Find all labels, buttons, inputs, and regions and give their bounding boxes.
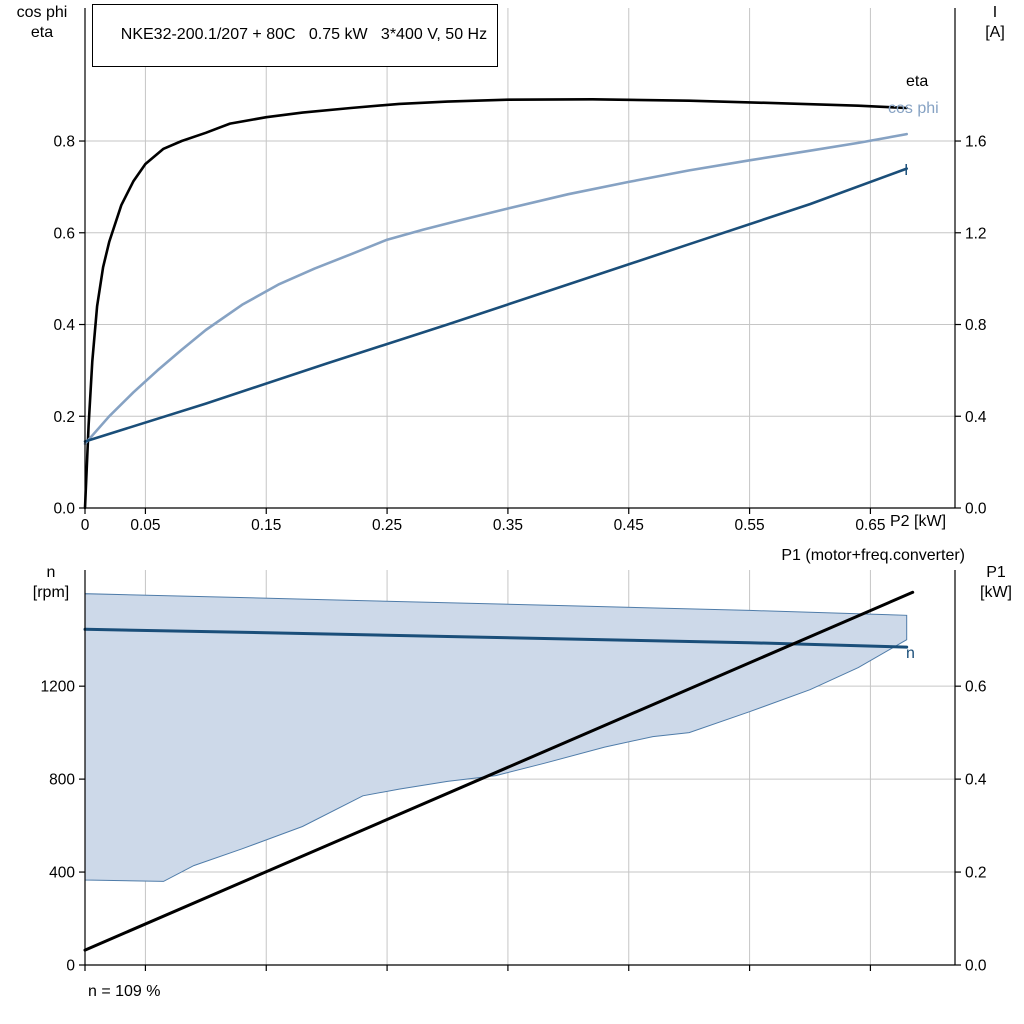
curve-p1 (83, 590, 915, 952)
speed-axis-label: n (46, 564, 56, 581)
left-tick-label: 400 (49, 865, 75, 882)
right-tick-label: 0.0 (965, 501, 987, 518)
x-tick-label: 0.45 (614, 517, 644, 534)
x-tick-label: 0.25 (372, 517, 402, 534)
right-tick-label: 1.2 (965, 225, 987, 242)
x-tick-label: 0.55 (734, 517, 764, 534)
chart-title: NKE32-200.1/207 + 80C 0.75 kW 3*400 V, 5… (120, 26, 488, 43)
p1-axis-label: P1 (986, 564, 1006, 581)
right-tick-label: 0.6 (965, 679, 987, 696)
chart-title-box: NKE32-200.1/207 + 80C 0.75 kW 3*400 V, 5… (92, 4, 499, 67)
left-axis-title-bottom-chart: n [rpm] (16, 563, 86, 603)
eta-axis-label: eta (30, 24, 54, 41)
right-tick-label: 0.4 (965, 772, 987, 789)
x-axis-title: P2 [kW] (890, 513, 947, 530)
curve-current (83, 167, 909, 443)
left-axis-title-top-chart: cos phi eta (4, 3, 80, 43)
cos-phi-axis-label: cos phi (16, 4, 68, 21)
left-tick-label: 0.8 (53, 134, 75, 151)
left-tick-label: 0.2 (53, 409, 75, 426)
speed-percent-annotation: n = 109 % (88, 983, 161, 1000)
right-axis-title-bottom-chart: P1 [kW] (970, 563, 1022, 603)
ampere-unit-label: [A] (985, 24, 1005, 41)
right-tick-label: 1.6 (965, 134, 987, 151)
left-tick-label: 0.4 (53, 317, 75, 334)
rpm-unit-label: [rpm] (32, 584, 70, 601)
kw-unit-label: [kW] (980, 584, 1012, 601)
current-curve-label: I (904, 162, 909, 179)
x-tick-label: 0.65 (855, 517, 885, 534)
speed-curve-label: n (906, 645, 915, 662)
right-axis-title-top-chart: I [A] (970, 3, 1020, 43)
right-tick-label: 0.8 (965, 317, 987, 334)
cos-phi-curve-label: cos phi (888, 100, 939, 117)
speed-range-envelope (84, 593, 908, 882)
x-tick-label: 0.05 (130, 517, 160, 534)
curve-eta (83, 98, 909, 510)
left-tick-label: 0.0 (53, 501, 75, 518)
right-tick-label: 0.2 (965, 865, 987, 882)
p1-source-label: P1 (motor+freq.converter) (781, 547, 965, 564)
curve-speed (83, 627, 909, 649)
top-chart: 0 0.05 0.15 0.25 0.35 0.45 0.55 0.65 0.0 0.2 0.4 0.… (53, 8, 987, 534)
left-tick-label: 1200 (41, 679, 76, 696)
right-tick-label: 0.0 (965, 958, 987, 975)
eta-curve-label: eta (906, 73, 929, 90)
left-tick-label: 0.6 (53, 225, 75, 242)
left-tick-label: 800 (49, 772, 75, 789)
x-tick-label: 0.35 (493, 517, 523, 534)
right-tick-label: 0.4 (965, 409, 987, 426)
current-axis-label: I (992, 4, 998, 21)
left-tick-label: 0 (66, 958, 75, 975)
x-tick-label: 0.15 (251, 517, 281, 534)
x-tick-label: 0 (81, 517, 90, 534)
bottom-chart: 0 400 800 1200 0.0 0.2 0.4 0.6 (41, 570, 987, 975)
curve-cos-phi (83, 132, 909, 446)
